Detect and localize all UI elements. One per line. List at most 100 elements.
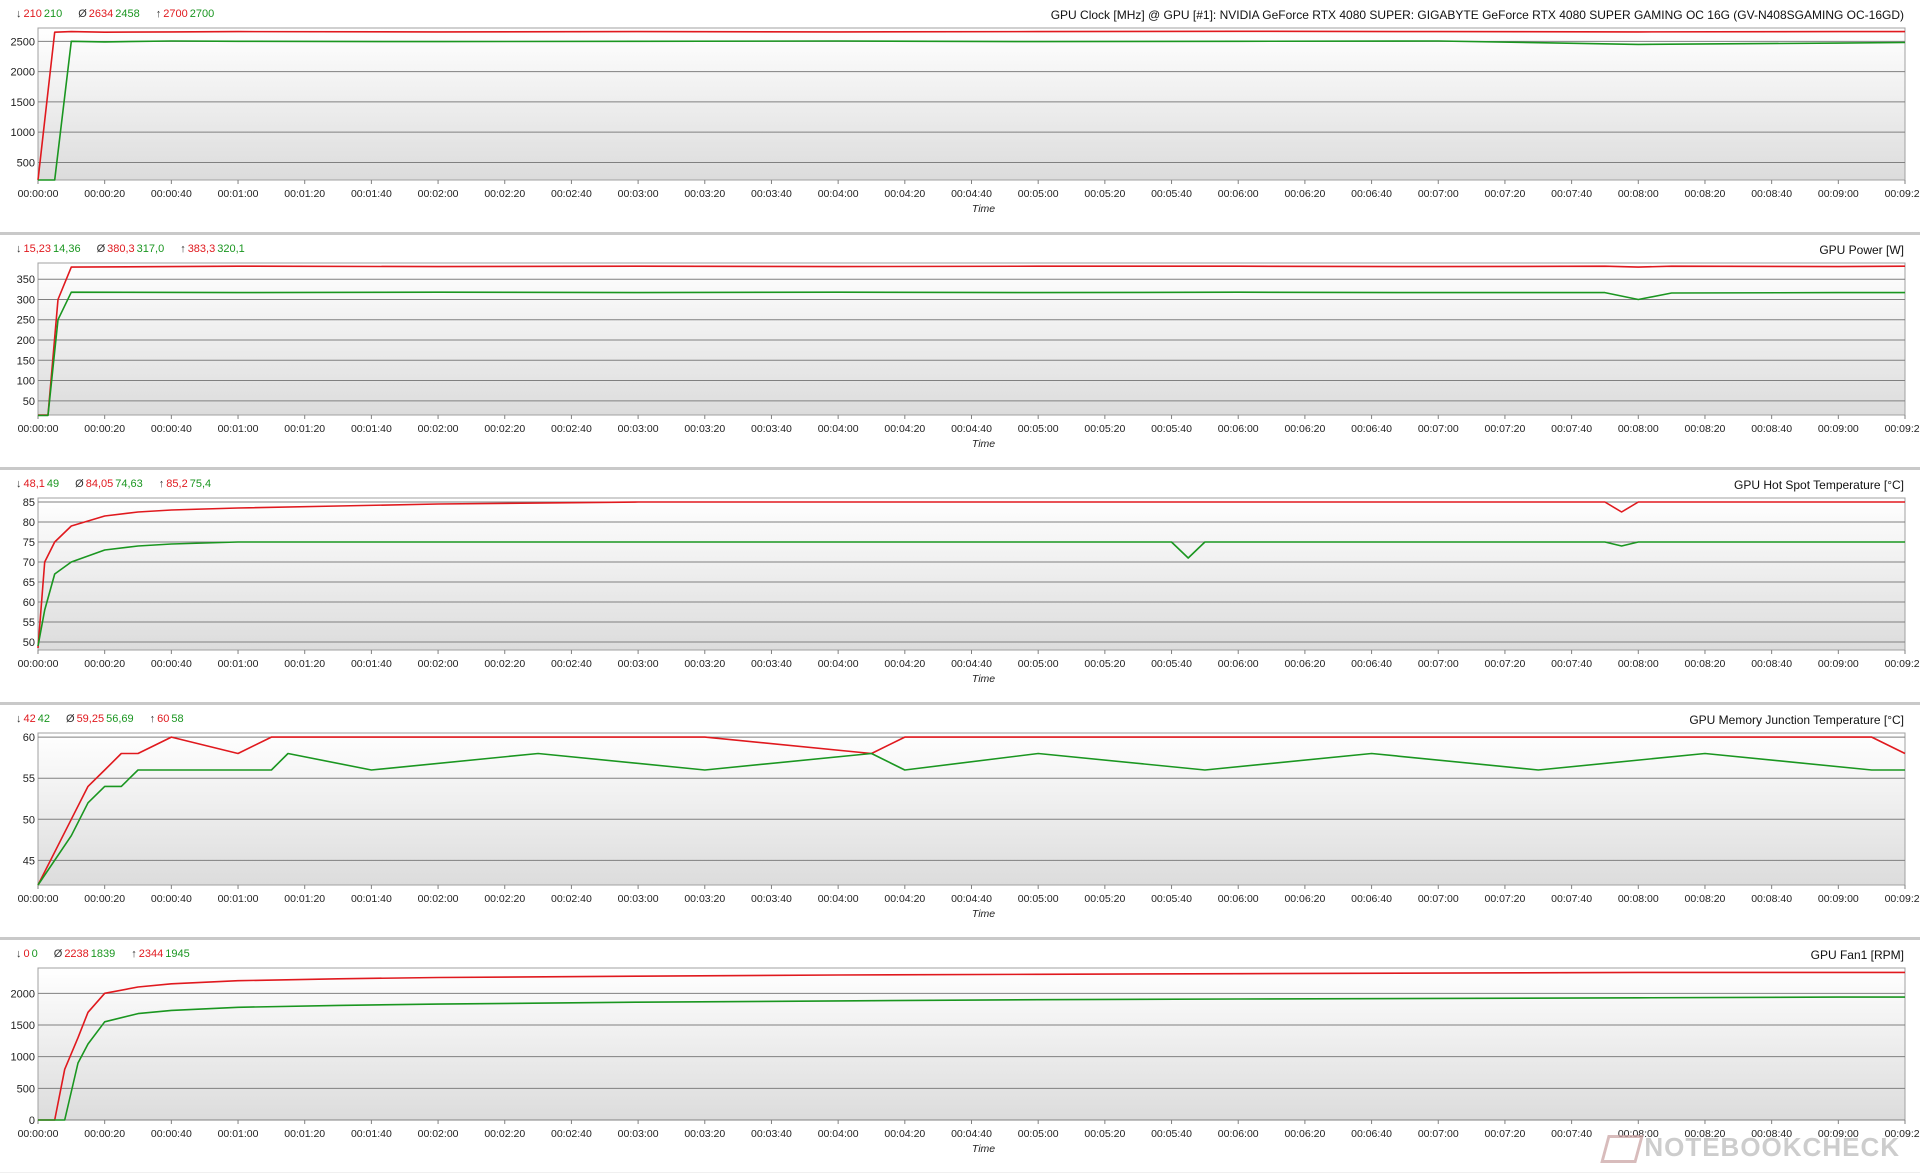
x-tick-label: 00:04:20 <box>884 893 925 905</box>
stat-avg-red: 2238 <box>64 948 89 960</box>
chart-title: GPU Hot Spot Temperature [°C] <box>1734 478 1904 492</box>
x-tick-label: 00:05:00 <box>1018 1128 1059 1140</box>
x-tick-label: 00:07:00 <box>1418 423 1459 435</box>
y-tick-label: 300 <box>17 294 35 306</box>
x-tick-label: 00:05:00 <box>1018 893 1059 905</box>
x-tick-label: 00:05:00 <box>1018 423 1059 435</box>
x-tick-label: 00:02:20 <box>484 423 525 435</box>
x-tick-label: 00:03:00 <box>618 188 659 200</box>
x-tick-label: 00:01:20 <box>284 423 325 435</box>
x-tick-label: 00:04:00 <box>818 423 859 435</box>
x-tick-label: 00:00:20 <box>84 658 125 670</box>
series-line-green <box>38 40 1906 181</box>
panel-separator[interactable] <box>0 937 1920 940</box>
y-tick-label: 75 <box>23 537 35 549</box>
panel-separator[interactable] <box>0 702 1920 705</box>
x-tick-label: 00:03:40 <box>751 188 792 200</box>
stat-avg: Ø 84,05 74,63 <box>75 478 145 490</box>
x-tick-label: 00:01:00 <box>218 423 259 435</box>
stat-max-icon: ↑ <box>149 713 156 725</box>
y-tick-label: 55 <box>23 773 35 785</box>
x-tick-label: 00:04:20 <box>884 658 925 670</box>
x-tick-label: 00:07:00 <box>1418 658 1459 670</box>
x-tick-label: 00:03:20 <box>684 188 725 200</box>
stat-max: ↑ 60 58 <box>150 713 186 725</box>
x-tick-label: 00:07:40 <box>1551 423 1592 435</box>
stat-max: ↑ 383,3 320,1 <box>180 243 247 255</box>
chart-title: GPU Clock [MHz] @ GPU [#1]: NVIDIA GeFor… <box>1050 8 1904 22</box>
x-tick-label: 00:02:00 <box>418 1128 459 1140</box>
stat-min-green: 0 <box>31 948 38 960</box>
stat-max-green: 2700 <box>189 8 215 20</box>
stat-max: ↑ 2344 1945 <box>131 948 191 960</box>
y-tick-label: 60 <box>23 597 35 609</box>
y-tick-label: 350 <box>17 274 35 286</box>
stat-max: ↑ 2700 2700 <box>156 8 216 20</box>
stat-avg-green: 317,0 <box>136 243 165 255</box>
y-tick-label: 80 <box>23 517 35 529</box>
panel-separator[interactable] <box>0 467 1920 470</box>
x-tick-label: 00:01:00 <box>218 1128 259 1140</box>
x-tick-label: 00:06:00 <box>1218 188 1259 200</box>
stats-header: ↓ 210 210 Ø 2634 2458 ↑ 2700 2700 <box>16 8 230 20</box>
y-tick-label: 100 <box>17 376 35 388</box>
x-tick-label: 00:04:20 <box>884 188 925 200</box>
x-tick-label: 00:08:00 <box>1618 1128 1659 1140</box>
x-tick-label: 00:04:40 <box>951 1128 992 1140</box>
stats-header: ↓ 15,23 14,36 Ø 380,3 317,0 ↑ 383,3 320,1 <box>16 243 261 255</box>
stat-min-red: 42 <box>23 713 36 725</box>
x-tick-label: 00:09:20 <box>1885 1128 1920 1140</box>
x-tick-label: 00:05:20 <box>1084 893 1125 905</box>
stat-min-red: 15,23 <box>23 243 52 255</box>
x-tick-label: 00:06:20 <box>1284 188 1325 200</box>
series-line-green <box>38 996 1905 1121</box>
x-tick-label: 00:03:20 <box>684 658 725 670</box>
stat-avg-icon: Ø <box>96 243 106 255</box>
x-tick-label: 00:06:00 <box>1218 1128 1259 1140</box>
x-tick-label: 00:01:40 <box>351 188 392 200</box>
x-tick-label: 00:02:40 <box>551 658 592 670</box>
chart-svg: 0 500 1000 1500 2000 00:00:00 00:00:20 00:00:40… <box>11 967 1920 1155</box>
chart-panel-3: ↓ 48,1 49 Ø 84,05 74,63 ↑ 85,2 75,4 GPU Hot Spot … <box>0 470 1920 702</box>
x-tick-label: 00:00:00 <box>18 658 59 670</box>
x-tick-label: 00:03:40 <box>751 658 792 670</box>
plot-area <box>37 497 1906 651</box>
stat-min-red: 48,1 <box>23 478 45 490</box>
series-line-green <box>38 291 1905 417</box>
series-line-red <box>37 501 1905 649</box>
chart-title: GPU Power [W] <box>1819 243 1904 257</box>
stat-avg: Ø 2238 1839 <box>54 948 118 960</box>
y-tick-label: 50 <box>23 814 35 826</box>
series-line-green <box>37 752 1905 886</box>
stat-max-green: 75,4 <box>189 478 212 490</box>
x-tick-label: 00:07:40 <box>1551 658 1592 670</box>
x-tick-label: 00:02:00 <box>418 423 459 435</box>
stat-avg-red: 380,3 <box>107 243 135 255</box>
watermark-text: NOTEBOOKCHECK <box>1644 1131 1900 1162</box>
x-tick-label: 00:04:00 <box>818 893 859 905</box>
y-tick-label: 2500 <box>11 36 35 48</box>
x-tick-label: 00:01:40 <box>351 423 392 435</box>
stat-min-green: 42 <box>37 713 50 725</box>
x-tick-label: 00:01:00 <box>218 893 259 905</box>
x-tick-label: 00:06:40 <box>1351 658 1392 670</box>
x-axis-label: Time <box>972 908 995 920</box>
stat-max-icon: ↑ <box>158 478 165 490</box>
stats-header: ↓ 42 42 Ø 59,25 56,69 ↑ 60 58 <box>16 713 200 725</box>
x-tick-label: 00:03:20 <box>684 423 725 435</box>
x-tick-label: 00:00:40 <box>151 893 192 905</box>
y-tick-label: 1000 <box>11 127 35 139</box>
chart-svg: 50 55 60 65 70 75 80 85 00:00:00 00:00:20 00:00:40… <box>18 497 1920 685</box>
x-tick-label: 00:08:20 <box>1685 423 1726 435</box>
x-tick-label: 00:08:00 <box>1618 658 1659 670</box>
chart-svg: 500 1000 1500 2000 2500 00:00:00 00:00:20 00:00… <box>11 27 1920 215</box>
x-tick-label: 00:05:40 <box>1151 658 1192 670</box>
stat-avg-icon: Ø <box>66 713 75 725</box>
x-tick-label: 00:05:00 <box>1018 188 1059 200</box>
series-line-green <box>37 541 1905 647</box>
x-tick-label: 00:00:20 <box>84 893 125 905</box>
x-tick-label: 00:07:00 <box>1418 893 1459 905</box>
x-tick-label: 00:00:40 <box>151 1128 192 1140</box>
panel-separator[interactable] <box>0 232 1920 235</box>
x-tick-label: 00:04:00 <box>818 1128 859 1140</box>
